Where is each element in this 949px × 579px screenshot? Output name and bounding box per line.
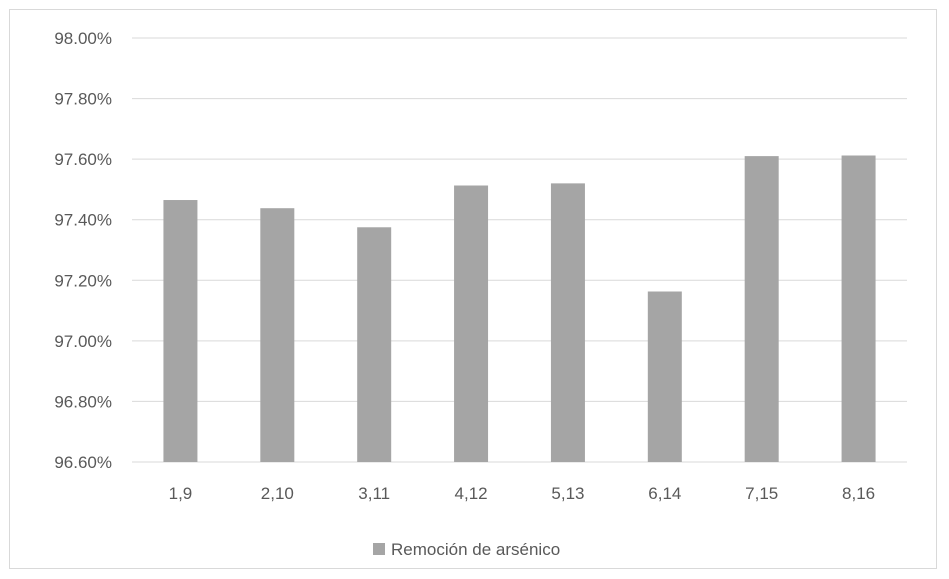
y-tick-label: 96.60% — [54, 453, 112, 472]
x-tick-label: 1,9 — [169, 484, 193, 503]
legend: Remoción de arsénico — [373, 540, 560, 559]
x-tick-label: 5,13 — [551, 484, 584, 503]
legend-label: Remoción de arsénico — [391, 540, 560, 559]
y-tick-label: 97.20% — [54, 271, 112, 290]
x-tick-label: 8,16 — [842, 484, 875, 503]
x-axis-tick-labels: 1,9 2,10 3,11 4,12 5,13 6,14 7,15 8,16 — [169, 484, 875, 503]
bar — [841, 155, 876, 462]
bar — [357, 227, 392, 462]
x-tick-label: 6,14 — [648, 484, 681, 503]
y-tick-label: 96.80% — [54, 392, 112, 411]
bar — [454, 185, 489, 462]
y-tick-label: 98.00% — [54, 29, 112, 48]
bar — [647, 291, 682, 462]
legend-swatch — [373, 543, 385, 555]
x-tick-label: 4,12 — [455, 484, 488, 503]
x-tick-label: 7,15 — [745, 484, 778, 503]
y-tick-label: 97.80% — [54, 90, 112, 109]
y-tick-label: 97.60% — [54, 150, 112, 169]
bar — [550, 183, 585, 462]
bars — [163, 155, 876, 462]
y-tick-label: 97.40% — [54, 211, 112, 230]
x-tick-label: 2,10 — [261, 484, 294, 503]
gridlines — [132, 37, 907, 463]
bar — [260, 208, 295, 462]
y-axis-tick-labels: 96.60% 96.80% 97.00% 97.20% 97.40% 97.60% 97.8… — [54, 29, 112, 472]
bar — [744, 156, 779, 462]
y-tick-label: 97.00% — [54, 332, 112, 351]
bar — [163, 200, 198, 462]
x-tick-label: 3,11 — [358, 484, 390, 503]
